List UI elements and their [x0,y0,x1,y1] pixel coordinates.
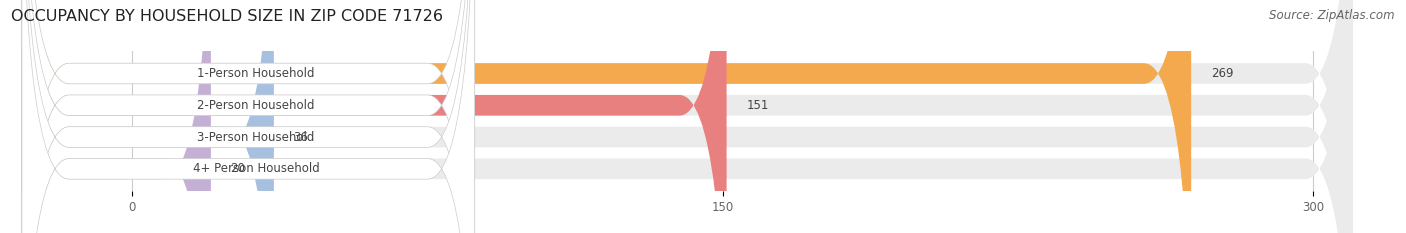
Text: OCCUPANCY BY HOUSEHOLD SIZE IN ZIP CODE 71726: OCCUPANCY BY HOUSEHOLD SIZE IN ZIP CODE … [11,9,443,24]
FancyBboxPatch shape [22,0,475,233]
FancyBboxPatch shape [22,0,475,233]
FancyBboxPatch shape [22,0,1191,233]
Text: 20: 20 [231,162,246,175]
Text: 4+ Person Household: 4+ Person Household [193,162,319,175]
FancyBboxPatch shape [22,0,475,233]
FancyBboxPatch shape [22,0,1353,233]
Text: 269: 269 [1211,67,1233,80]
FancyBboxPatch shape [22,0,475,233]
Text: 3-Person Household: 3-Person Household [197,130,315,144]
FancyBboxPatch shape [22,0,1353,233]
FancyBboxPatch shape [22,0,274,233]
Text: 1-Person Household: 1-Person Household [197,67,315,80]
Text: 2-Person Household: 2-Person Household [197,99,315,112]
FancyBboxPatch shape [22,0,1353,233]
Text: Source: ZipAtlas.com: Source: ZipAtlas.com [1270,9,1395,22]
FancyBboxPatch shape [22,0,727,233]
FancyBboxPatch shape [22,0,1353,233]
Text: 36: 36 [294,130,308,144]
Text: 151: 151 [747,99,769,112]
FancyBboxPatch shape [22,0,211,233]
